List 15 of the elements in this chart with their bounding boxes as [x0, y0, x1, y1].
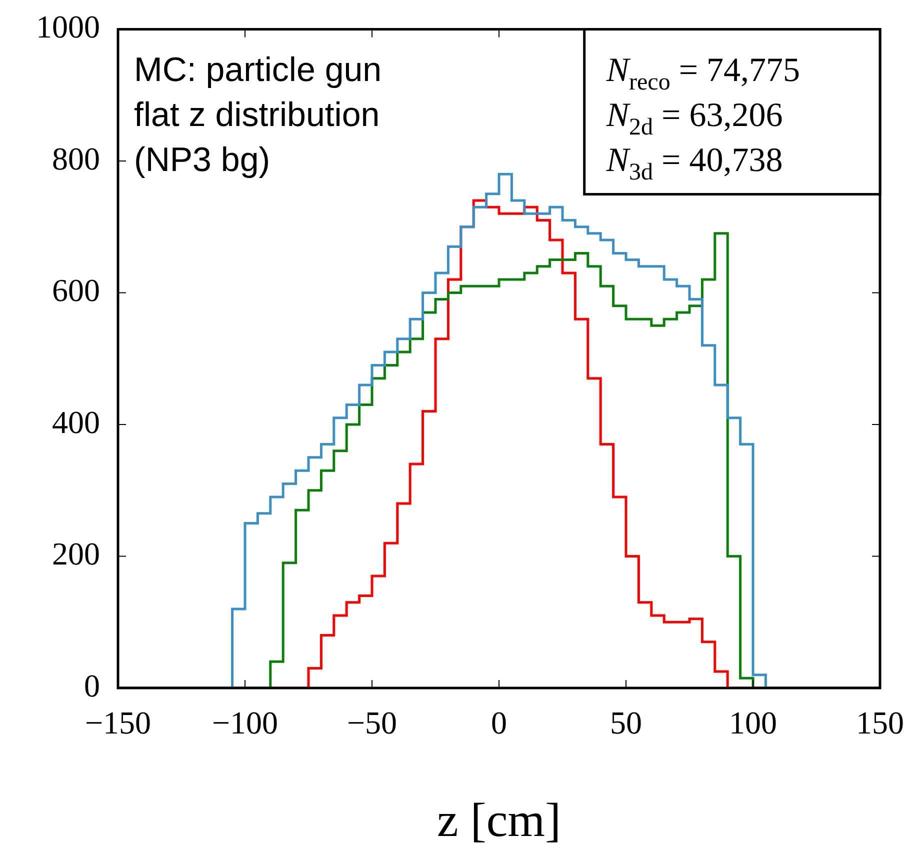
x-tick-label: −50 — [346, 704, 398, 741]
y-tick-label: 0 — [84, 667, 100, 704]
y-tick-label: 800 — [52, 140, 100, 176]
x-tick-label: 150 — [856, 704, 904, 741]
y-tick-label: 600 — [52, 272, 100, 308]
y-tick-label: 400 — [52, 404, 100, 440]
x-tick-label: 50 — [610, 704, 642, 741]
x-tick-label: 100 — [729, 704, 777, 741]
y-tick-label: 200 — [52, 536, 100, 572]
x-tick-label: −100 — [212, 704, 278, 741]
x-tick-label: −150 — [84, 704, 152, 741]
y-tick-label: 1000 — [36, 8, 100, 45]
x-axis-title: z [cm] — [437, 794, 561, 847]
x-tick-label: 0 — [491, 704, 507, 741]
annotation: MC: particle gun flat z distribution (NP3 bg) — [134, 51, 382, 180]
